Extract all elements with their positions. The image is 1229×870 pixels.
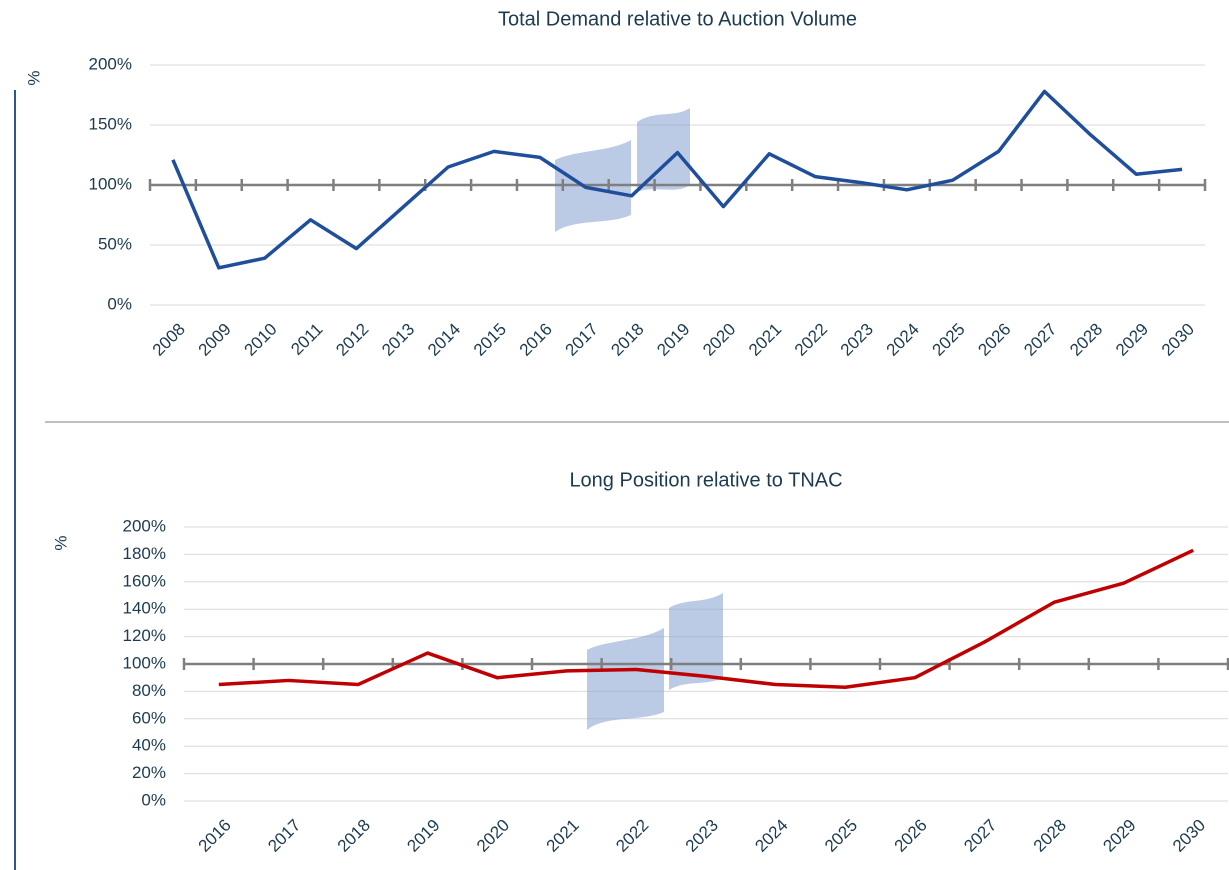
x-tick-label: 2023 xyxy=(837,320,877,360)
x-tick-label: 2018 xyxy=(334,816,374,856)
x-tick-label: 2030 xyxy=(1169,816,1209,856)
x-tick-label: 2029 xyxy=(1112,320,1152,360)
x-tick-label: 2021 xyxy=(745,320,785,360)
x-tick-label: 2024 xyxy=(751,816,791,856)
x-tick-label: 2019 xyxy=(653,320,693,360)
y-tick-label: 80% xyxy=(132,681,166,700)
y-tick-label: 40% xyxy=(132,736,166,755)
x-tick-label: 2016 xyxy=(195,816,235,856)
x-tick-label: 2022 xyxy=(612,816,652,856)
y-axis-label: % xyxy=(24,70,43,85)
break-band xyxy=(637,108,690,192)
y-tick-label: 60% xyxy=(132,708,166,727)
x-tick-label: 2013 xyxy=(378,320,418,360)
y-tick-label: 180% xyxy=(123,544,166,563)
x-tick-label: 2025 xyxy=(821,816,861,856)
break-band xyxy=(669,593,723,690)
x-tick-label: 2028 xyxy=(1066,320,1106,360)
x-tick-label: 2019 xyxy=(403,816,443,856)
x-tick-label: 2021 xyxy=(543,816,583,856)
x-tick-label: 2018 xyxy=(607,320,647,360)
x-tick-label: 2027 xyxy=(1020,320,1060,360)
x-tick-label: 2016 xyxy=(516,320,556,360)
x-tick-label: 2017 xyxy=(562,320,602,360)
x-tick-label: 2010 xyxy=(240,320,280,360)
y-tick-label: 20% xyxy=(132,763,166,782)
x-tick-label: 2024 xyxy=(883,320,923,360)
y-tick-label: 100% xyxy=(89,174,132,193)
x-tick-label: 2025 xyxy=(929,320,969,360)
data-line xyxy=(171,89,1183,270)
x-tick-label: 2017 xyxy=(264,816,304,856)
chart-title: Total Demand relative to Auction Volume xyxy=(498,8,857,30)
x-tick-label: 2015 xyxy=(470,320,510,360)
x-tick-label: 2030 xyxy=(1158,320,1198,360)
x-tick-label: 2026 xyxy=(974,320,1014,360)
x-tick-label: 2027 xyxy=(960,816,1000,856)
y-tick-label: 0% xyxy=(141,790,166,809)
x-tick-label: 2028 xyxy=(1030,816,1070,856)
break-band xyxy=(587,628,664,730)
data-line xyxy=(218,548,1194,690)
x-tick-label: 2020 xyxy=(473,816,513,856)
y-tick-label: 120% xyxy=(123,626,166,645)
y-tick-label: 150% xyxy=(89,114,132,133)
x-tick-label: 2023 xyxy=(682,816,722,856)
y-tick-label: 50% xyxy=(98,234,132,253)
y-axis-label: % xyxy=(51,535,70,550)
x-tick-label: 2009 xyxy=(195,320,235,360)
x-tick-label: 2029 xyxy=(1099,816,1139,856)
y-tick-label: 200% xyxy=(123,516,166,535)
x-tick-label: 2026 xyxy=(891,816,931,856)
y-tick-label: 140% xyxy=(123,599,166,618)
chart-title: Long Position relative to TNAC xyxy=(569,469,842,491)
y-tick-label: 200% xyxy=(89,54,132,73)
x-tick-label: 2020 xyxy=(699,320,739,360)
y-tick-label: 0% xyxy=(107,294,132,313)
x-tick-label: 2011 xyxy=(287,320,326,359)
y-tick-label: 160% xyxy=(123,571,166,590)
x-tick-label: 2008 xyxy=(149,320,189,360)
x-tick-label: 2012 xyxy=(332,320,372,360)
y-tick-label: 100% xyxy=(123,653,166,672)
x-tick-label: 2014 xyxy=(424,320,464,360)
x-tick-label: 2022 xyxy=(791,320,831,360)
